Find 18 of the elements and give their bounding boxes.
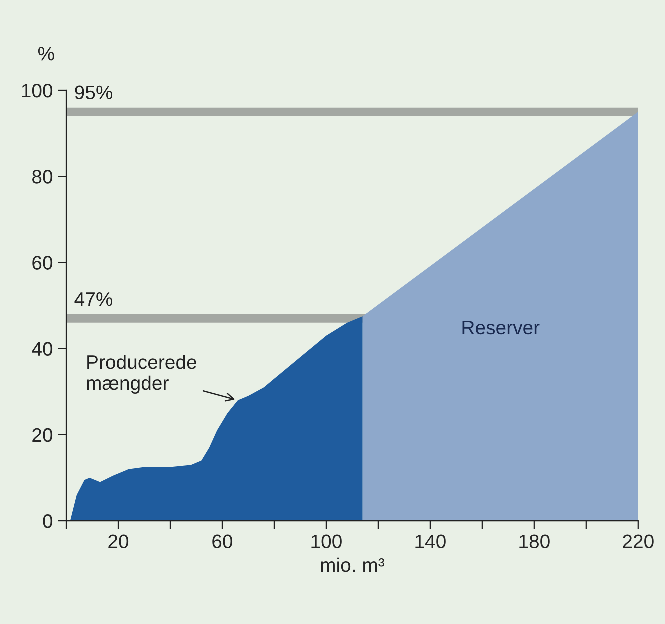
y-tick-label: 60 bbox=[32, 256, 53, 270]
y-axis-title: % bbox=[38, 47, 54, 61]
x-tick-label: 100 bbox=[312, 534, 342, 549]
x-tick-label: 20 bbox=[108, 534, 129, 549]
y-tick-label: 0 bbox=[43, 514, 53, 528]
y-tick-label: 100 bbox=[22, 84, 53, 98]
y-tick-label: 40 bbox=[32, 342, 53, 356]
x-tick-label: 220 bbox=[623, 534, 654, 549]
x-tick-label: 60 bbox=[212, 534, 233, 549]
y-tick-label: 80 bbox=[32, 170, 53, 184]
series-label: Reserver bbox=[462, 321, 540, 335]
x-axis-title: mio. m³ bbox=[321, 558, 384, 572]
ref-line-label: 47% bbox=[74, 292, 113, 306]
x-tick-label: 140 bbox=[416, 534, 446, 549]
y-tick-label: 20 bbox=[32, 428, 53, 442]
ref-line-label: 95% bbox=[75, 86, 113, 100]
series-label: Producerede mængder bbox=[87, 354, 196, 394]
x-tick-label: 180 bbox=[520, 534, 550, 549]
